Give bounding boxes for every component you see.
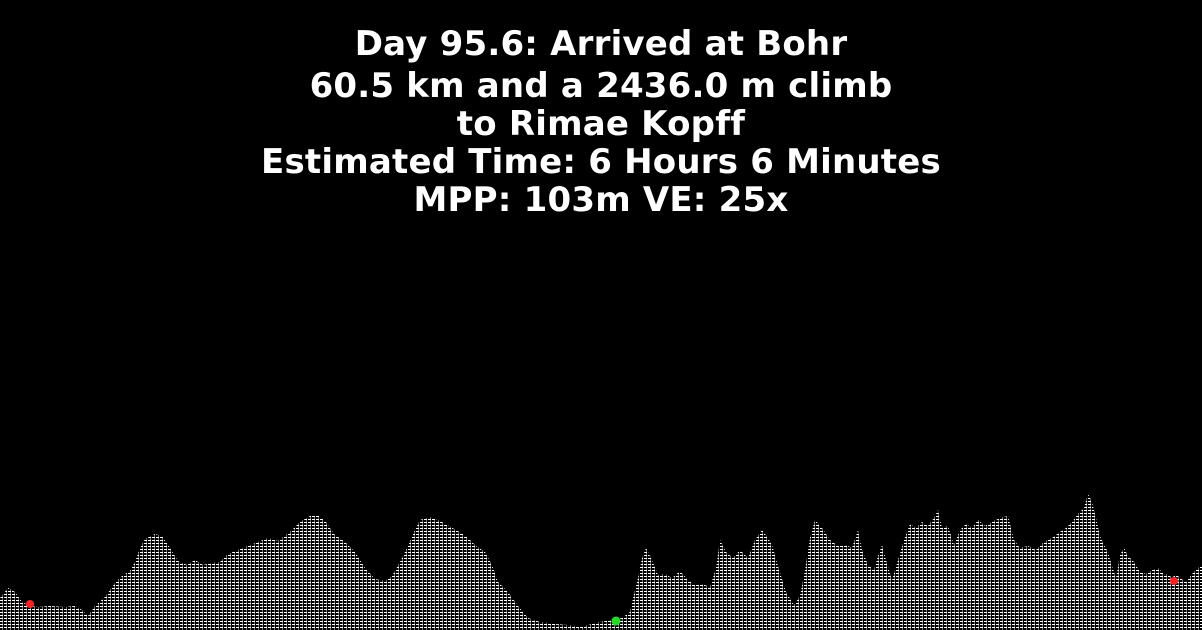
estimated-time-text: Estimated Time: 6 Hours 6 Minutes [261,142,941,182]
day-status-title: Day 95.6: Arrived at Bohr [354,24,848,64]
scale-info-text: MPP: 103m VE: 25x [413,180,789,220]
start-marker [26,600,34,608]
distance-climb-text: 60.5 km and a 2436.0 m climb [309,66,893,106]
trip-header: Day 95.6: Arrived at Bohr 60.5 km and a … [0,22,1202,219]
destination-marker [1170,577,1178,585]
destination-text: to Rimae Kopff [456,104,746,144]
terrain-silhouette [0,494,1202,630]
current-position-marker [611,616,621,626]
